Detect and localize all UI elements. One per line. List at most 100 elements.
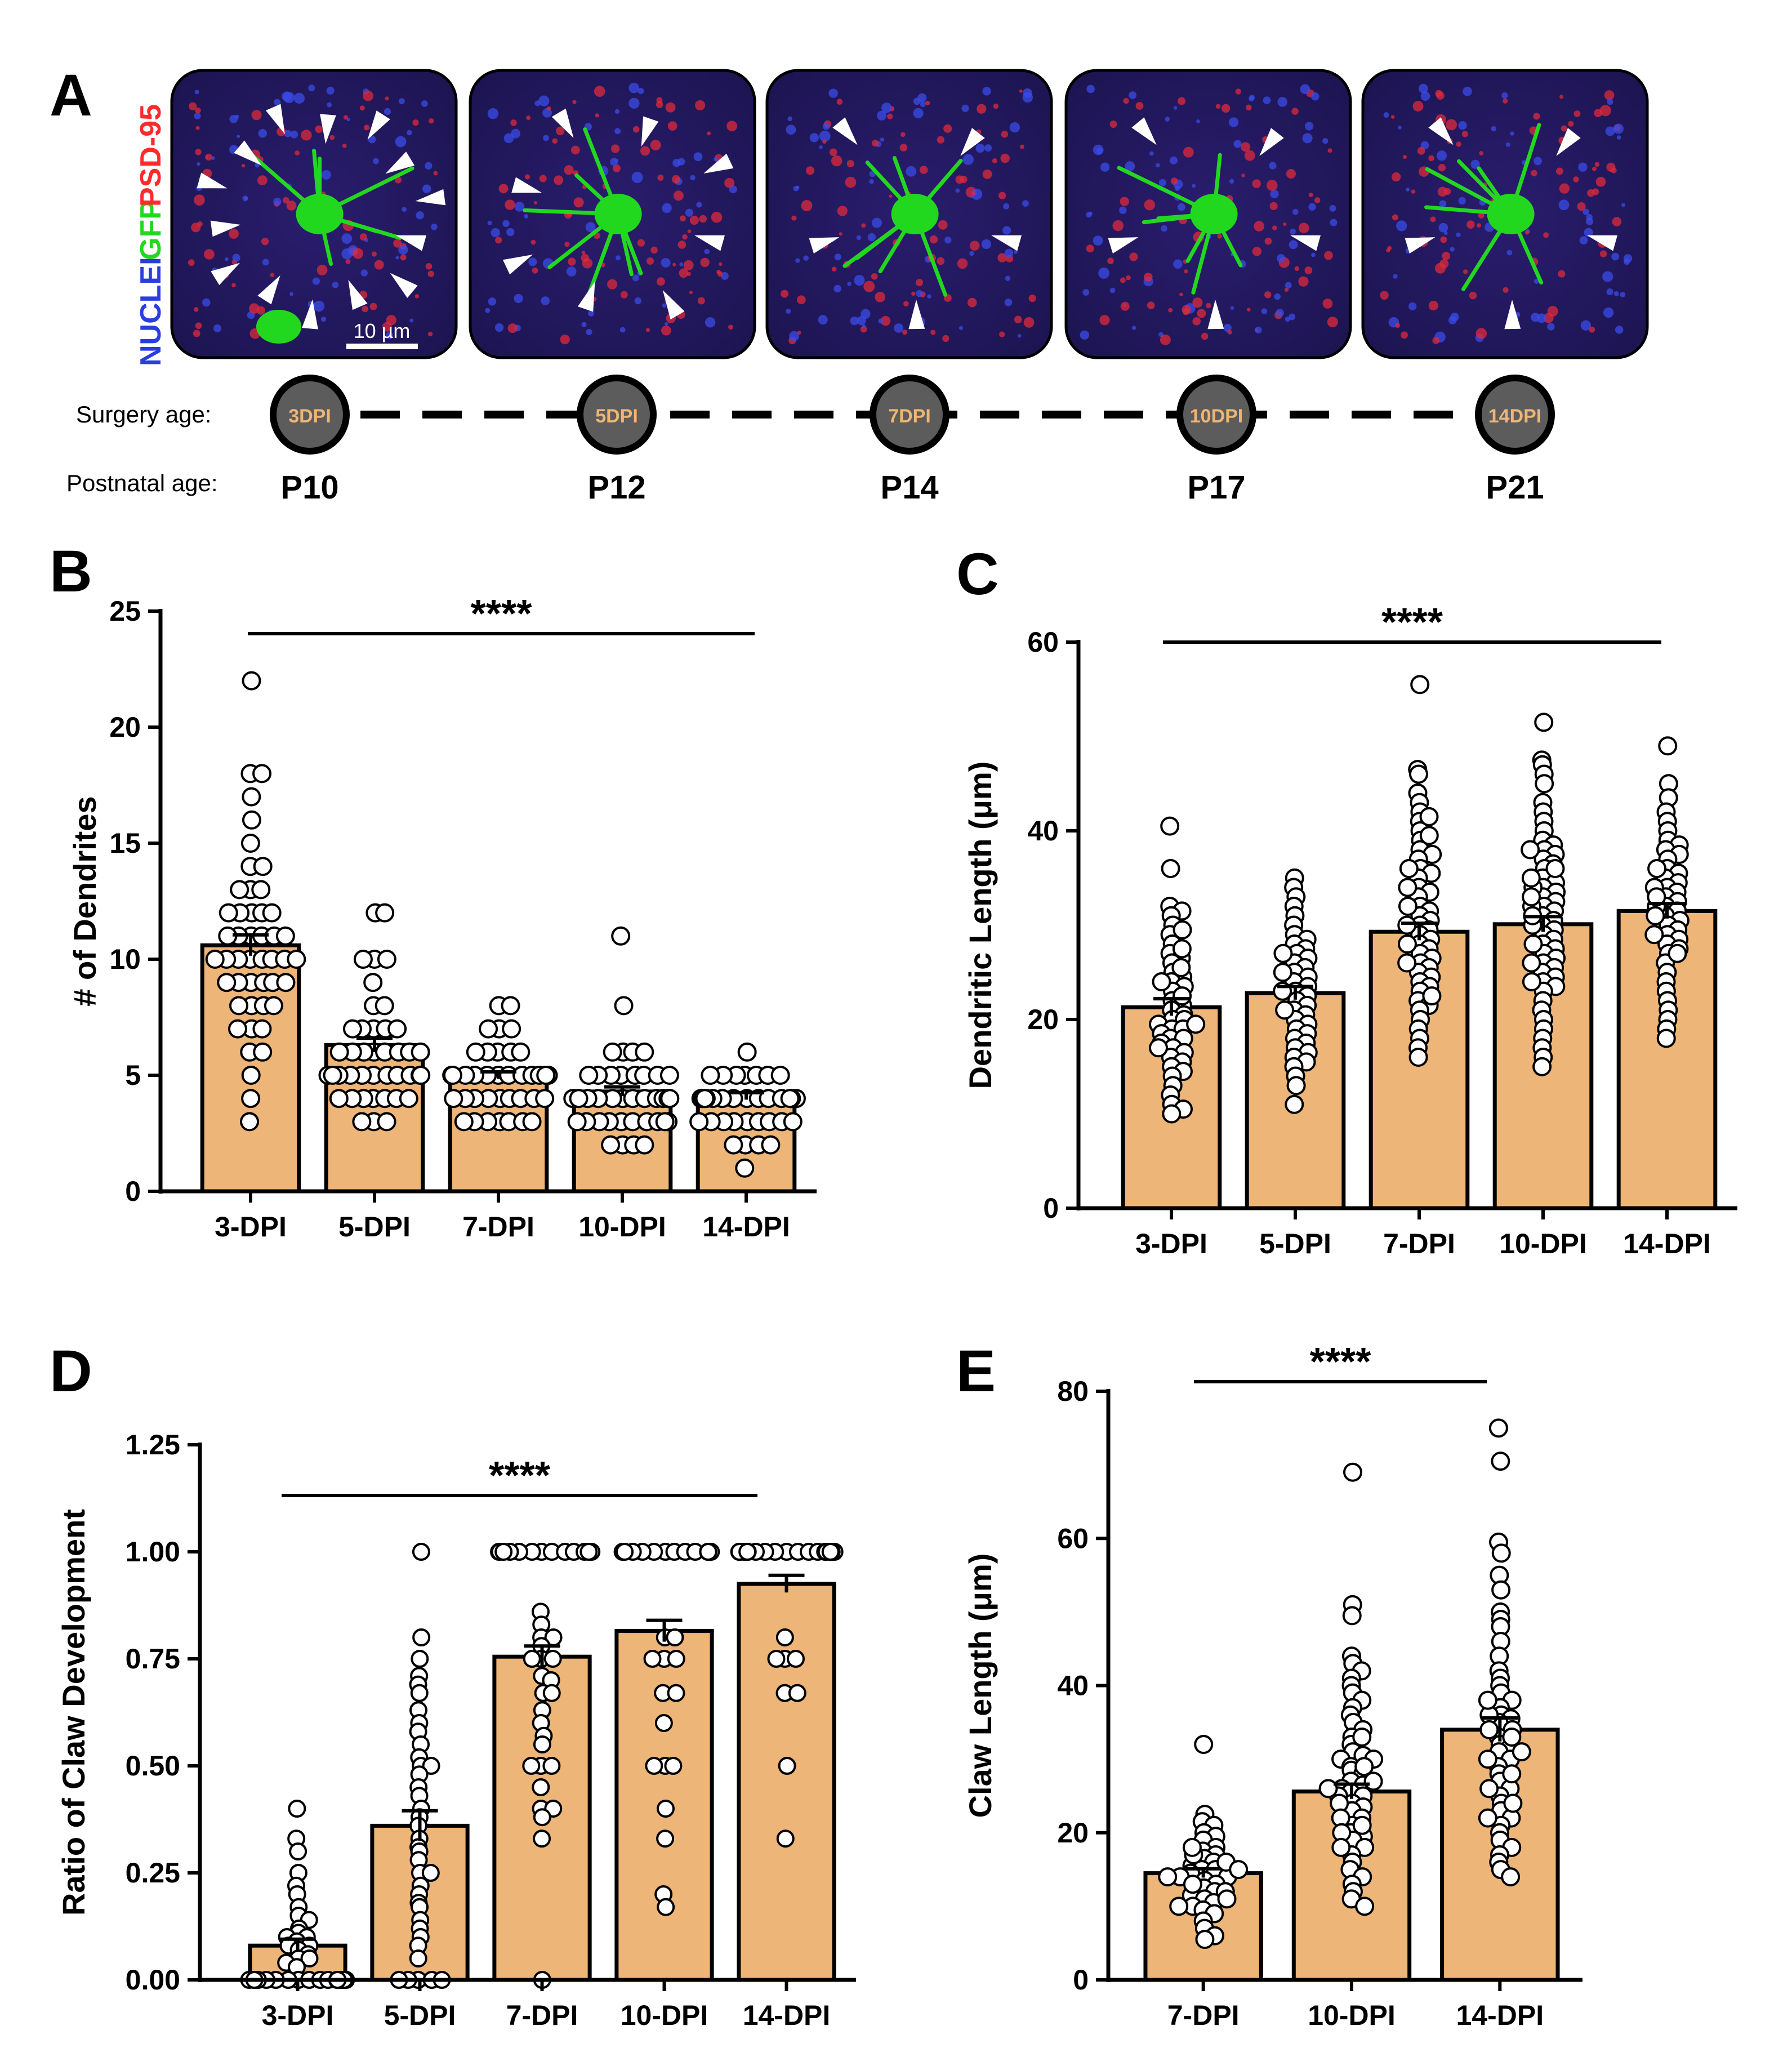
puncta xyxy=(1559,183,1570,194)
puncta xyxy=(1249,95,1255,101)
puncta xyxy=(204,249,215,260)
data-point xyxy=(1172,939,1192,959)
data-point xyxy=(1398,878,1417,897)
surgery-age-label: Surgery age: xyxy=(76,401,211,428)
puncta xyxy=(1436,150,1447,161)
puncta xyxy=(913,108,924,119)
significance-stars: **** xyxy=(489,1453,551,1497)
y-tick-label: 60 xyxy=(1027,626,1059,658)
puncta xyxy=(714,157,719,162)
arrowhead xyxy=(415,189,446,206)
puncta xyxy=(193,330,200,337)
puncta xyxy=(1392,214,1398,221)
puncta xyxy=(1305,122,1314,131)
data-point xyxy=(241,1066,261,1085)
puncta xyxy=(919,166,928,174)
data-point xyxy=(253,1042,273,1062)
puncta xyxy=(510,119,517,126)
puncta xyxy=(581,250,586,255)
puncta xyxy=(982,169,992,179)
panel-letter: E xyxy=(956,1338,996,1404)
puncta xyxy=(1014,315,1022,324)
data-point xyxy=(275,926,295,946)
y-tick-label: 5 xyxy=(125,1060,141,1091)
puncta xyxy=(295,150,300,155)
puncta xyxy=(1277,253,1286,262)
puncta xyxy=(364,124,370,131)
puncta xyxy=(1479,151,1484,155)
data-point xyxy=(352,1112,372,1132)
puncta xyxy=(346,117,350,122)
puncta xyxy=(1606,162,1616,172)
data-point xyxy=(1491,1543,1511,1563)
arrowhead xyxy=(396,235,426,251)
arrowhead xyxy=(385,152,415,174)
x-tick-label: 7-DPI xyxy=(1383,1228,1455,1259)
puncta xyxy=(1261,308,1268,314)
puncta xyxy=(845,176,857,188)
puncta xyxy=(1322,299,1333,309)
puncta xyxy=(1558,270,1566,278)
data-point xyxy=(1169,1897,1189,1916)
data-point xyxy=(667,1650,685,1668)
puncta xyxy=(560,334,570,345)
data-point xyxy=(1478,1808,1497,1828)
puncta xyxy=(1009,122,1020,133)
data-point xyxy=(1161,859,1180,878)
puncta xyxy=(1603,307,1614,318)
puncta xyxy=(837,206,848,216)
puncta xyxy=(711,211,723,223)
puncta xyxy=(581,253,589,262)
puncta xyxy=(938,220,948,230)
arrowhead xyxy=(502,254,533,275)
data-point xyxy=(289,1842,307,1860)
puncta xyxy=(1131,326,1136,330)
puncta xyxy=(581,322,587,327)
data-point xyxy=(377,950,396,969)
data-point xyxy=(1318,1779,1338,1799)
puncta xyxy=(1573,176,1579,182)
y-tick-label: 1.25 xyxy=(126,1429,180,1461)
data-point xyxy=(466,1042,485,1062)
data-point xyxy=(1534,713,1554,732)
puncta xyxy=(857,316,866,326)
puncta xyxy=(594,86,605,97)
puncta xyxy=(677,241,687,249)
panel-a-letter: A xyxy=(50,63,92,128)
channel-label-gfp: GFP xyxy=(135,200,167,260)
puncta xyxy=(682,234,688,240)
puncta xyxy=(889,194,893,198)
puncta xyxy=(1107,257,1114,265)
puncta xyxy=(672,159,681,167)
puncta xyxy=(1284,287,1289,292)
data-point xyxy=(1160,816,1180,836)
data-point xyxy=(535,1089,555,1109)
puncta xyxy=(229,229,239,239)
puncta xyxy=(315,125,323,133)
data-point xyxy=(411,1066,431,1085)
puncta xyxy=(495,237,502,244)
puncta xyxy=(1147,301,1155,310)
puncta xyxy=(538,95,550,106)
puncta xyxy=(903,301,909,307)
data-point xyxy=(579,1543,598,1561)
puncta xyxy=(528,257,537,266)
puncta xyxy=(685,208,693,217)
puncta xyxy=(1183,146,1194,158)
puncta xyxy=(1000,153,1010,163)
puncta xyxy=(1605,126,1615,136)
data-point xyxy=(1647,859,1667,878)
puncta xyxy=(1192,297,1203,308)
puncta xyxy=(429,118,434,124)
data-point xyxy=(1397,953,1417,973)
puncta xyxy=(1109,121,1117,128)
y-axis-label: Claw Length (μm) xyxy=(962,1553,998,1818)
data-point xyxy=(532,1778,550,1796)
puncta xyxy=(1533,113,1540,120)
puncta xyxy=(687,229,692,234)
data-point xyxy=(786,1650,805,1668)
data-point xyxy=(252,764,272,784)
puncta xyxy=(683,260,694,270)
puncta xyxy=(1177,203,1185,211)
puncta xyxy=(1330,219,1338,226)
